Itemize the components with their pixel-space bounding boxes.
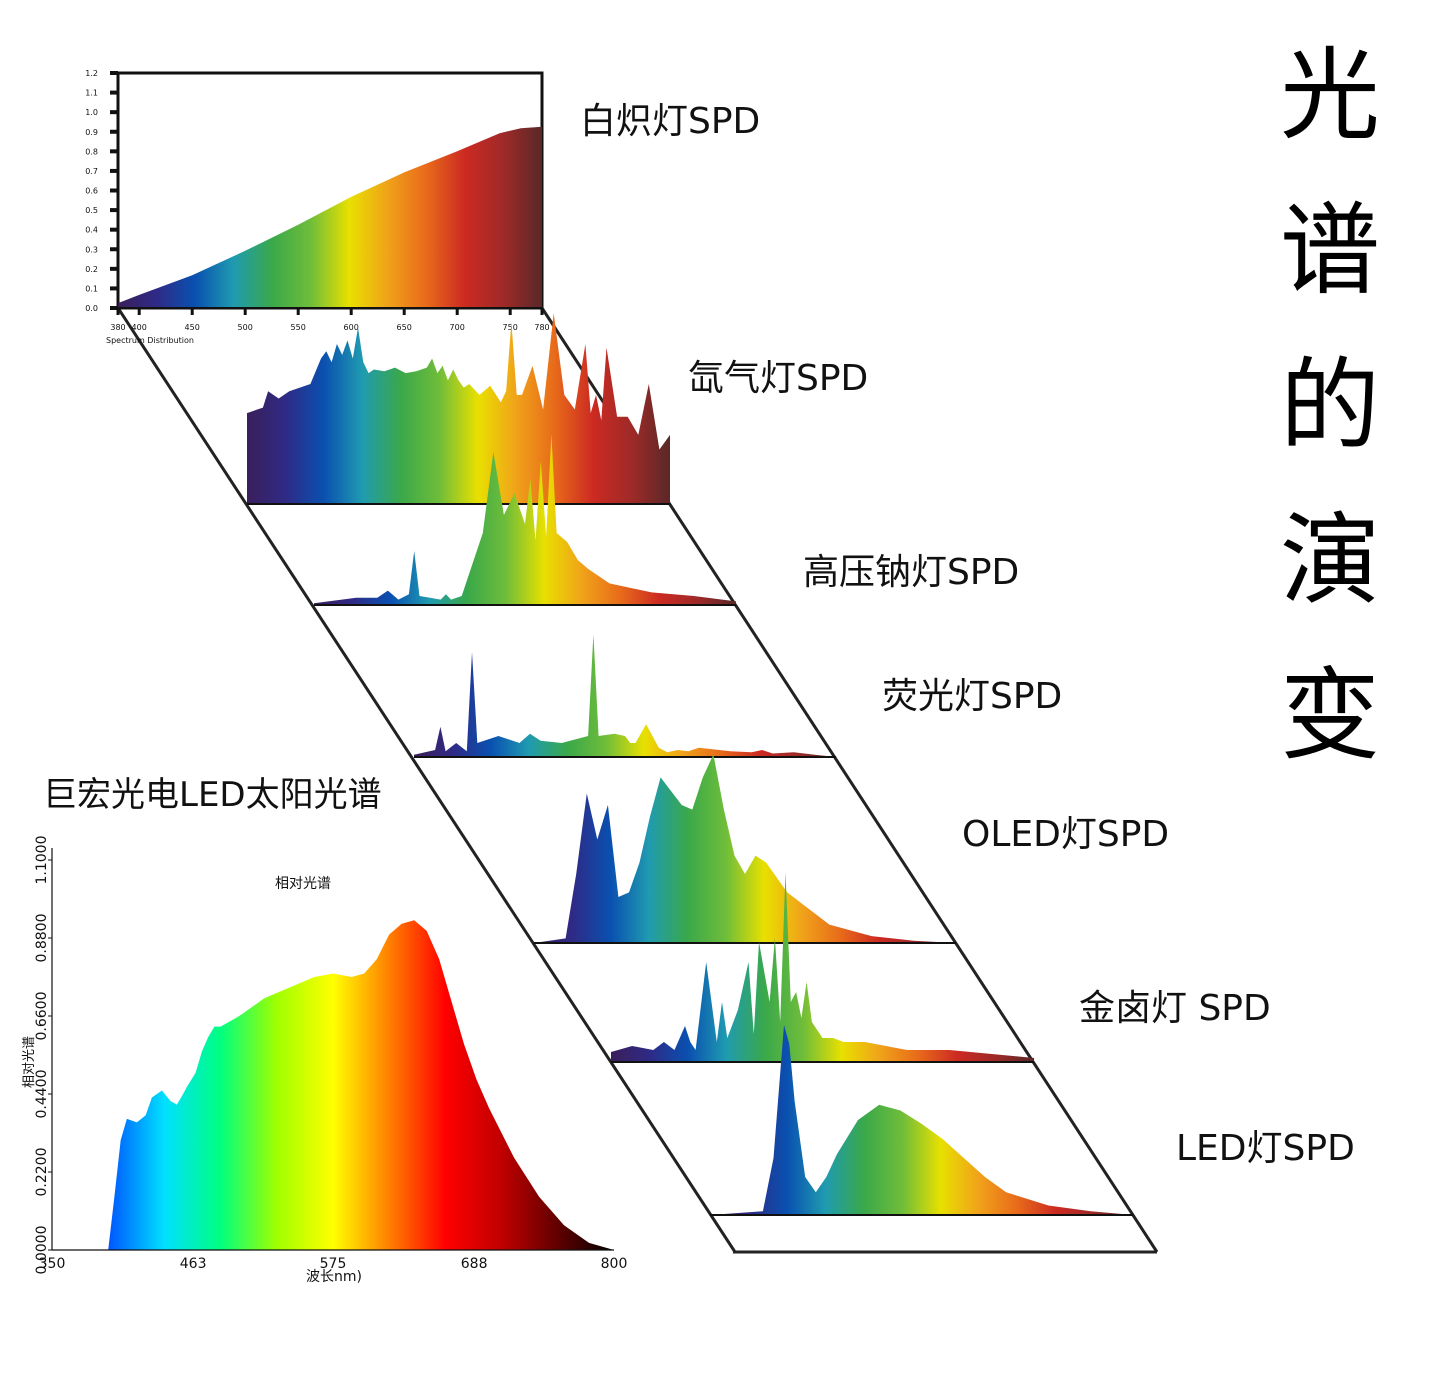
- x-tick-label: 550: [291, 323, 306, 332]
- spd-area: [247, 313, 670, 504]
- y-tick-label: 0.2: [85, 265, 98, 274]
- y-tick-label: 0.5: [85, 206, 98, 215]
- label-fluorescent: 荧光灯SPD: [882, 676, 1062, 717]
- y-tick-label: 0.8: [85, 147, 98, 156]
- left-guide-line: [116, 307, 737, 1253]
- label-metal-halide: 金卤灯 SPD: [1079, 988, 1271, 1029]
- label-incandescent: 白炽灯SPD: [580, 101, 760, 142]
- sun-chart-title: 巨宏光电LED太阳光谱: [43, 775, 382, 815]
- sun-x-tick-label: 800: [601, 1256, 628, 1272]
- sun-x-tick-label: 463: [180, 1256, 207, 1272]
- spd-area: [534, 754, 956, 943]
- sun-y-tick-label: 0.0000: [34, 1226, 50, 1275]
- sun-chart-ylabel: 相对光谱: [22, 1036, 37, 1088]
- spd-area: [414, 634, 836, 757]
- x-axis-label: Spectrum Distribution: [106, 336, 194, 345]
- sun-y-tick-label: 1.1000: [34, 836, 50, 885]
- x-tick-label: 600: [344, 323, 359, 332]
- sun-y-tick-label: 0.4400: [34, 1070, 50, 1119]
- x-tick-label: 700: [450, 323, 465, 332]
- sun-x-tick-label: 575: [320, 1256, 347, 1272]
- title-char: 光: [1280, 37, 1380, 154]
- y-tick-label: 0.0: [85, 304, 98, 313]
- y-tick-label: 1.2: [85, 69, 98, 78]
- sun-y-tick-label: 0.6600: [34, 992, 50, 1041]
- label-oled: OLED灯SPD: [962, 814, 1169, 855]
- label-led: LED灯SPD: [1176, 1128, 1355, 1169]
- y-tick-label: 0.6: [85, 187, 98, 196]
- label-xenon: 氙气灯SPD: [688, 358, 868, 399]
- x-tick-label: 500: [238, 323, 253, 332]
- x-tick-label: 650: [397, 323, 412, 332]
- title-char: 的: [1280, 347, 1380, 464]
- spd-labels: 白炽灯SPD 氙气灯SPD 高压钠灯SPD 荧光灯SPD OLED灯SPD 金卤…: [580, 101, 1355, 1169]
- y-tick-label: 0.4: [85, 226, 98, 235]
- y-tick-label: 0.1: [85, 284, 98, 293]
- sun-x-tick-label: 688: [461, 1256, 488, 1272]
- sun-y-tick-label: 0.2200: [34, 1148, 50, 1197]
- spd-panels: [118, 126, 1133, 1216]
- label-sodium: 高压钠灯SPD: [803, 552, 1019, 593]
- title-char: 变: [1280, 657, 1380, 774]
- spd-area: [314, 434, 736, 605]
- sun-chart-xlabel: 波长nm): [306, 1269, 362, 1285]
- x-tick-label: 400: [132, 323, 147, 332]
- sun-x-tick-label: 350: [39, 1256, 66, 1272]
- led-sun-chart: 巨宏光电LED太阳光谱 相对光谱 波长nm) 相对光谱 350 463 575 688…: [22, 775, 627, 1285]
- sun-y-tick-label: 0.8800: [34, 914, 50, 963]
- sun-spectrum-area: [52, 920, 614, 1250]
- x-tick-label: 780: [534, 323, 549, 332]
- y-tick-label: 0.9: [85, 128, 98, 137]
- spd-area: [118, 126, 542, 308]
- title-char: 演: [1280, 502, 1380, 619]
- title-char: 谱: [1280, 192, 1380, 309]
- vertical-title: 光 谱 的 演 变: [1255, 18, 1405, 793]
- incandescent-chart: 0.0 0.1 0.2 0.3 0.4 0.5 0.6 0.7 0.8 0.9 1.0 1.1 1.2 3…: [85, 69, 549, 345]
- x-tick-label: 450: [185, 323, 200, 332]
- y-tick-label: 0.7: [85, 167, 98, 176]
- y-tick-label: 1.1: [85, 89, 98, 98]
- x-tick-label: 750: [503, 323, 518, 332]
- spd-area: [710, 1025, 1133, 1215]
- sun-chart-subtitle: 相对光谱: [275, 876, 331, 892]
- y-tick-label: 0.3: [85, 245, 98, 254]
- y-tick-label: 1.0: [85, 108, 98, 117]
- x-tick-label: 380: [110, 323, 125, 332]
